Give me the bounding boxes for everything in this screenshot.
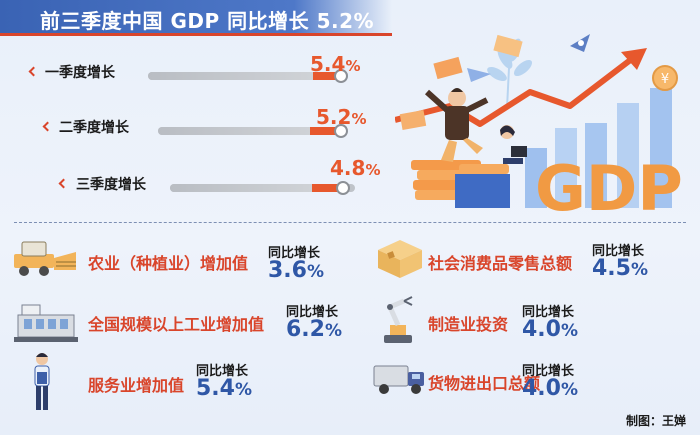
chevron-left-icon — [28, 66, 39, 77]
indicator-agriculture: 农业（种植业）增加值 同比增长 3.6% — [0, 232, 350, 290]
quarter-bar-knob — [334, 124, 348, 138]
quarter-bar-accent — [312, 184, 338, 192]
indicator-sub: 同比增长 — [592, 244, 645, 259]
indicator-services: 服务业增加值 同比增长 5.4% — [0, 350, 300, 414]
quarter-bar-fill — [158, 127, 318, 135]
arrow-head-icon — [621, 48, 647, 70]
robot-arm-icon — [384, 296, 413, 343]
quarter-label: 一季度增长 — [45, 65, 115, 81]
indicator-manufacturing: 制造业投资 同比增长 4.0% — [360, 293, 690, 351]
growth-arrow — [395, 55, 635, 127]
indicator-name: 农业（种植业）增加值 — [88, 254, 249, 273]
indicator-sub: 同比增长 — [286, 305, 339, 320]
chevron-left-icon — [58, 178, 69, 189]
indicator-value: 6.2% — [286, 317, 343, 342]
woman-with-laptop-figure — [500, 125, 527, 164]
indicator-sub: 同比增长 — [268, 246, 321, 261]
indicator-value: 3.6% — [268, 258, 325, 283]
indicator-sub: 同比增长 — [522, 364, 575, 379]
indicator-name: 全国规模以上工业增加值 — [88, 315, 265, 334]
banknote-icon — [433, 56, 463, 80]
factory-machine-icon — [14, 304, 78, 342]
chevron-left-icon — [42, 121, 53, 132]
harvester-icon — [14, 241, 76, 276]
credit-line: 制图：王婵 — [625, 414, 686, 428]
gdp-hero-text: GDP — [535, 152, 683, 218]
indicator-value: 4.5% — [592, 256, 649, 281]
quarter-row-3: 三季度增长 4.8% — [0, 156, 380, 198]
title-bar: 前三季度中国 GDP 同比增长 5.2% — [0, 0, 392, 36]
gdp-growth-illustration: ¥ GDP — [395, 34, 683, 218]
quarter-bar-fill — [170, 184, 320, 192]
section-divider — [14, 222, 686, 223]
svg-text:¥: ¥ — [661, 72, 669, 87]
coin-icon — [652, 65, 678, 91]
quarter-row-1: 一季度增长 5.4% — [0, 52, 380, 86]
indicator-trade: 货物进出口总额 同比增长 4.0% — [360, 352, 690, 410]
indicator-sub: 同比增长 — [522, 305, 575, 320]
page-title: 前三季度中国 GDP 同比增长 5.2% — [40, 9, 375, 33]
truck-icon — [373, 365, 424, 394]
quarter-bar-track — [170, 181, 355, 195]
gift-box-icon — [378, 240, 422, 278]
quarter-bar-knob — [334, 69, 348, 83]
quarter-label: 二季度增长 — [59, 120, 129, 136]
indicator-value: 4.0% — [522, 376, 579, 401]
quarter-value: 5.2% — [316, 105, 367, 129]
indicator-value: 5.4% — [196, 376, 253, 401]
indicator-name: 制造业投资 — [428, 315, 509, 334]
quarter-label: 三季度增长 — [76, 177, 146, 193]
indicator-industry: 全国规模以上工业增加值 同比增长 6.2% — [0, 293, 360, 351]
quarter-row-2: 二季度增长 5.2% — [0, 105, 380, 141]
quarter-bar-accent — [313, 72, 338, 80]
banknote-icon — [399, 110, 427, 130]
indicator-name: 货物进出口总额 — [428, 374, 541, 393]
rocket-icon — [570, 34, 590, 52]
quarter-bar-track — [158, 124, 348, 138]
service-worker-icon — [34, 353, 50, 410]
indicator-value: 4.0% — [522, 317, 579, 342]
coin-stack-icon — [411, 160, 510, 208]
quarter-bar-knob — [336, 181, 350, 195]
quarter-value: 5.4% — [310, 52, 361, 76]
quarter-bar-fill — [148, 72, 320, 80]
quarter-bar-track — [148, 69, 348, 83]
banknote-icon — [493, 34, 523, 58]
indicator-name: 服务业增加值 — [88, 376, 185, 395]
indicator-retail: 社会消费品零售总额 同比增长 4.5% — [360, 232, 690, 290]
businessman-figure — [424, 88, 489, 162]
quarter-bar-accent — [310, 127, 336, 135]
indicator-name: 社会消费品零售总额 — [428, 254, 573, 273]
quarter-value: 4.8% — [330, 156, 381, 180]
chart-bars-decor — [525, 88, 672, 208]
indicator-sub: 同比增长 — [196, 364, 249, 379]
paper-plane-icon — [467, 68, 491, 82]
